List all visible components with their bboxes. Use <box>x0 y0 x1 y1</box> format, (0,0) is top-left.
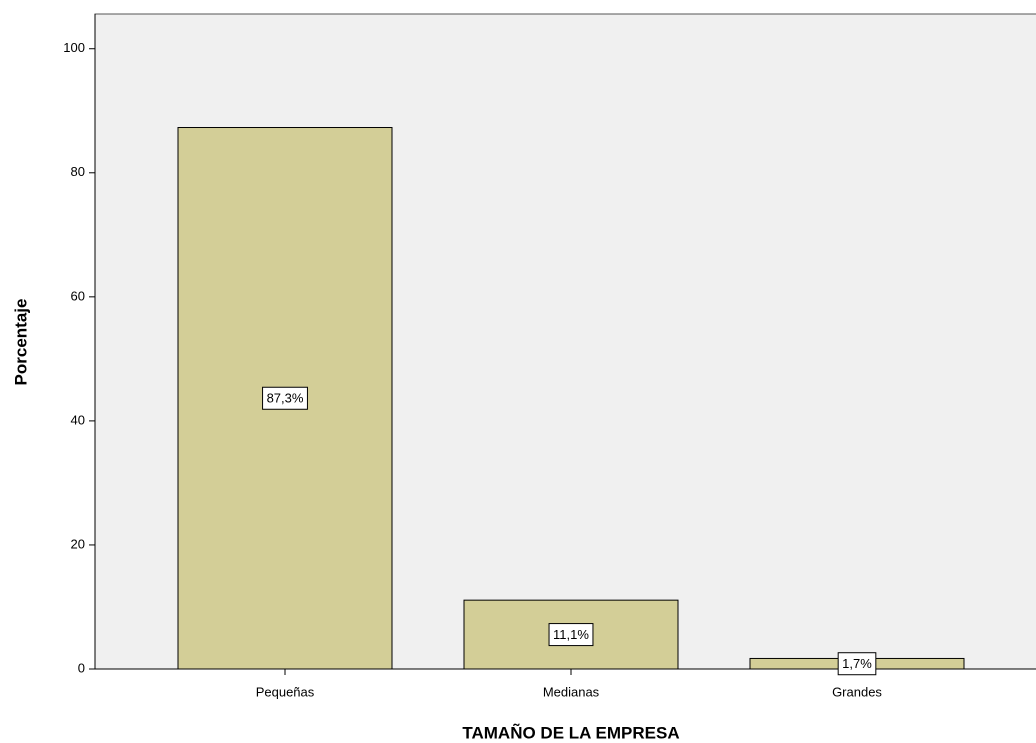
x-axis-title: TAMAÑO DE LA EMPRESA <box>462 722 679 742</box>
x-tick-label: Medianas <box>543 684 600 699</box>
value-label: 87,3% <box>267 391 304 406</box>
y-tick-label: 80 <box>71 164 85 179</box>
y-tick-label: 0 <box>78 660 85 675</box>
value-label: 1,7% <box>842 656 872 671</box>
y-axis-title: Porcentaje <box>11 299 30 386</box>
y-tick-label: 40 <box>71 412 85 427</box>
x-tick-label: Pequeñas <box>256 684 315 699</box>
value-label: 11,1% <box>553 627 589 642</box>
y-tick-label: 60 <box>71 288 85 303</box>
y-tick-label: 100 <box>63 40 85 55</box>
value-label-box <box>262 386 308 410</box>
x-tick-label: Grandes <box>832 684 882 699</box>
value-label-box <box>548 623 594 647</box>
value-label-box <box>837 652 877 676</box>
y-tick-label: 20 <box>71 536 85 551</box>
